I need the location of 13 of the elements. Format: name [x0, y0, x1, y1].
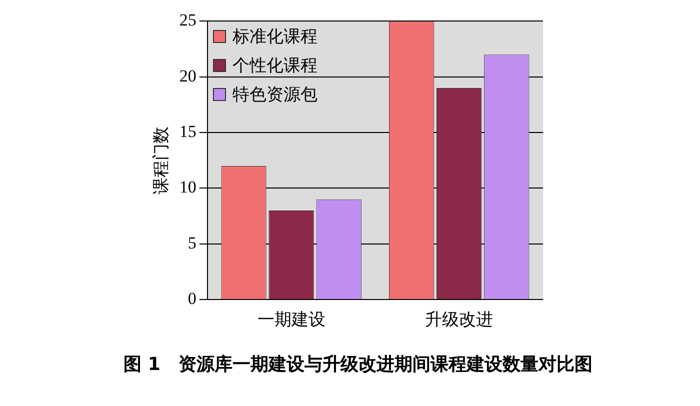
legend-label: 标准化课程 — [232, 26, 318, 48]
y-axis-title: 课程门数 — [152, 126, 172, 194]
y-tick-label: 15 — [179, 122, 196, 142]
legend-label: 特色资源包 — [232, 84, 318, 106]
y-tick-label: 20 — [179, 66, 196, 86]
y-tick-label: 5 — [188, 233, 196, 252]
x-tick-label: 一期建设 — [257, 310, 326, 330]
legend-label: 个性化课程 — [232, 55, 318, 78]
y-tick-label: 10 — [179, 178, 196, 197]
y-tick-label: 0 — [188, 289, 196, 308]
x-tick-label: 升级改进 — [425, 310, 494, 330]
caption: 图 1 资源库一期建设与升级改进期间课程建设数量对比图 — [122, 353, 594, 376]
y-tick-label: 25 — [179, 10, 196, 30]
